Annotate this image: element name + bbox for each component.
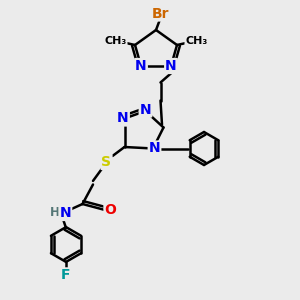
Text: Br: Br: [152, 7, 169, 20]
Text: N: N: [140, 103, 151, 116]
Text: N: N: [117, 112, 129, 125]
Text: CH₃: CH₃: [104, 35, 127, 46]
Text: N: N: [135, 59, 147, 73]
Text: N: N: [60, 206, 71, 220]
Text: O: O: [104, 203, 116, 217]
Text: F: F: [61, 268, 71, 282]
Text: N: N: [165, 59, 177, 73]
Text: H: H: [50, 206, 59, 220]
Text: CH₃: CH₃: [185, 35, 208, 46]
Text: N: N: [149, 142, 160, 155]
Text: S: S: [101, 155, 112, 169]
